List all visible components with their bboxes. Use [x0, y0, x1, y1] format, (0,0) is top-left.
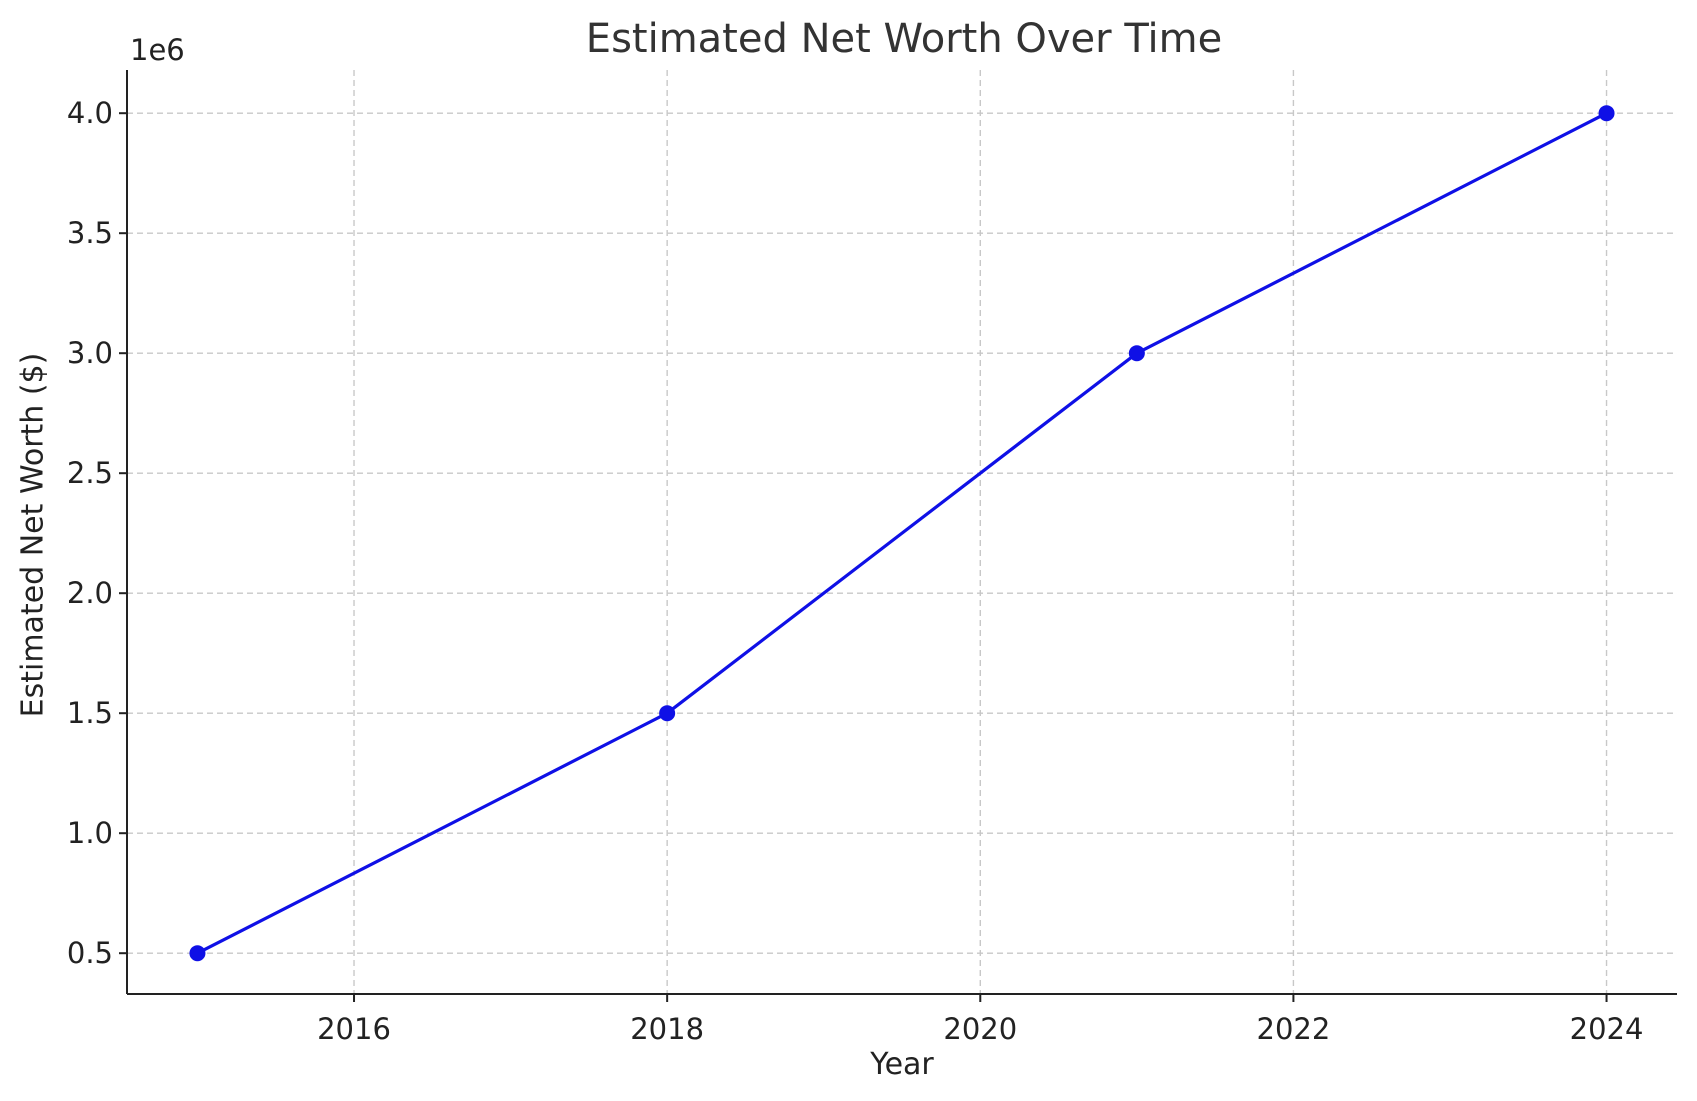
- series-line: [195, 111, 1609, 955]
- y-axis-offset-label: 1e6: [130, 33, 185, 67]
- labels-layer: Estimated Net Worth Over Time Year Estim…: [16, 16, 1223, 1082]
- axes-layer: 2016 2018 2020 2022 2024 0.5 1.0 1.5 2.0 2.5 3.0 3.…: [67, 70, 1677, 1046]
- y-tick-label: 4.0: [67, 96, 113, 130]
- data-point: [1128, 345, 1145, 362]
- data-point: [659, 705, 676, 722]
- x-tick-label: 2022: [1257, 1012, 1331, 1046]
- x-tick-label: 2018: [630, 1012, 704, 1046]
- y-tick-label: 2.5: [67, 456, 113, 490]
- x-axis-label: Year: [869, 1047, 934, 1082]
- x-tick-label: 2024: [1570, 1012, 1644, 1046]
- series-layer: [189, 105, 1615, 962]
- chart-title: Estimated Net Worth Over Time: [586, 16, 1222, 62]
- x-tick-label: 2020: [943, 1012, 1017, 1046]
- y-tick-label: 2.0: [67, 576, 113, 610]
- y-tick-label: 1.0: [67, 816, 113, 850]
- y-tick-label: 3.5: [67, 216, 113, 250]
- y-tick-label: 3.0: [67, 336, 113, 370]
- data-point: [1598, 105, 1615, 122]
- data-point: [189, 945, 206, 962]
- y-tick-label: 1.5: [67, 696, 113, 730]
- y-axis-label: Estimated Net Worth ($): [16, 353, 51, 718]
- y-tick-label: 0.5: [67, 936, 113, 970]
- x-tick-label: 2016: [317, 1012, 391, 1046]
- grid-layer: [127, 70, 1677, 994]
